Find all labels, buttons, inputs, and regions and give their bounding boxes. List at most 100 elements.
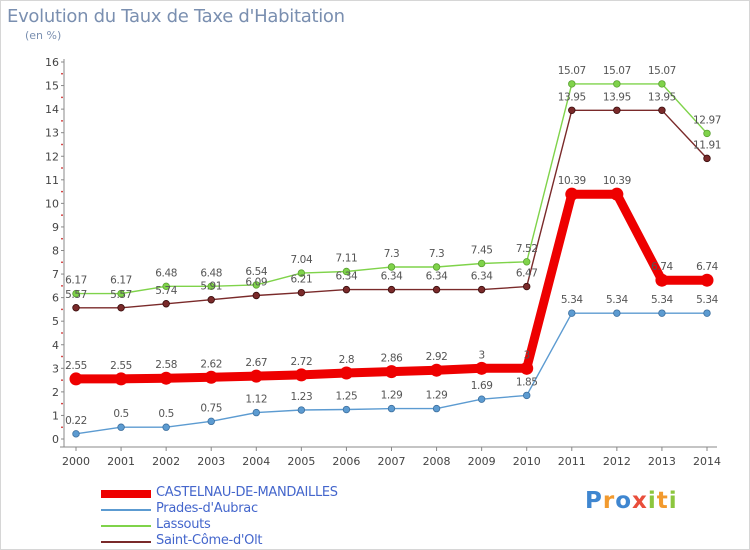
data-label: 6.34 <box>426 271 448 283</box>
y-tick-label: 15 <box>45 80 59 93</box>
data-label: 13.95 <box>648 91 676 103</box>
y-tick-label: 8 <box>52 245 59 258</box>
x-tick-label: 2009 <box>468 455 496 468</box>
data-label: 15.07 <box>558 65 586 77</box>
data-label: 5.34 <box>651 294 673 306</box>
data-point <box>523 391 531 400</box>
data-label: 11.91 <box>693 139 721 151</box>
y-minor-tick <box>61 379 63 381</box>
data-label: 6.48 <box>155 267 177 279</box>
data-point <box>432 285 441 294</box>
data-point <box>568 80 576 88</box>
data-point <box>72 304 80 312</box>
data-label: 0.5 <box>158 408 174 420</box>
data-point <box>432 404 441 413</box>
y-tick-label: 10 <box>45 197 59 210</box>
data-label: 2.67 <box>245 357 267 369</box>
data-point <box>613 309 621 317</box>
legend-label: Saint-Côme-d'Olt <box>156 533 263 548</box>
data-label: 3 <box>479 349 485 361</box>
data-point <box>117 289 125 298</box>
data-label: 6.48 <box>200 267 222 279</box>
data-point <box>252 291 260 300</box>
data-label: 10.39 <box>558 175 586 187</box>
data-point <box>72 430 80 438</box>
x-tick-label: 2003 <box>197 455 225 468</box>
data-point <box>117 423 125 431</box>
data-point <box>387 263 396 271</box>
y-minor-tick <box>61 308 63 311</box>
data-label: 6.34 <box>381 271 403 283</box>
data-label: 15.07 <box>603 65 631 77</box>
legend-label: Lassouts <box>156 517 211 532</box>
legend-swatch <box>101 541 151 543</box>
y-tick-label: 12 <box>45 150 59 163</box>
y-tick-label: 5 <box>52 315 59 328</box>
x-tick-label: 2004 <box>242 455 270 468</box>
data-point <box>342 405 351 414</box>
data-point <box>568 106 576 115</box>
data-label: 0.75 <box>200 402 222 414</box>
y-tick-label: 2 <box>52 386 59 399</box>
data-point <box>568 309 576 317</box>
data-label: 2.86 <box>381 353 403 365</box>
data-point <box>162 282 170 291</box>
data-point <box>477 259 486 268</box>
data-label: 7.45 <box>471 244 493 256</box>
data-point <box>162 300 170 308</box>
data-point <box>387 404 396 413</box>
x-tick-label: 2001 <box>107 455 135 468</box>
data-point <box>703 154 711 163</box>
data-point <box>658 309 666 317</box>
data-point <box>72 289 80 298</box>
y-minor-tick <box>61 167 63 169</box>
data-point <box>114 372 128 386</box>
data-point <box>523 282 531 291</box>
x-tick-label: 2014 <box>693 455 721 468</box>
legend-label: Prades-d'Aubrac <box>156 501 258 516</box>
x-tick-label: 2011 <box>558 455 586 468</box>
data-point <box>69 372 83 386</box>
data-point <box>613 80 621 88</box>
data-label: 15.07 <box>648 65 676 77</box>
data-point <box>342 267 351 276</box>
data-label: 13.95 <box>603 91 631 103</box>
y-minor-tick <box>61 72 63 75</box>
y-tick-label: 6 <box>52 292 59 305</box>
data-point <box>249 369 263 383</box>
y-minor-tick <box>61 237 63 240</box>
data-label: 1.85 <box>516 376 538 388</box>
data-label: 6.74 <box>651 261 673 273</box>
x-tick-label: 2002 <box>152 455 180 468</box>
data-label: 6.17 <box>65 275 87 287</box>
data-point <box>252 281 260 289</box>
y-tick-label: 7 <box>52 268 59 281</box>
data-label: 2.72 <box>290 356 312 368</box>
proxiti-logo: Proxiti <box>585 488 678 514</box>
data-label: 1.25 <box>336 391 358 403</box>
data-label: 5.34 <box>696 294 718 306</box>
data-point <box>432 263 441 271</box>
data-point <box>117 304 125 312</box>
legend-label: CASTELNAU-DE-MANDAILLES <box>156 485 338 500</box>
x-tick-label: 2013 <box>648 455 676 468</box>
logo-letter: i <box>668 488 678 514</box>
y-tick-label: 16 <box>45 56 59 69</box>
data-point <box>700 273 714 287</box>
data-point <box>297 288 306 297</box>
data-label: 6.34 <box>471 271 493 283</box>
data-point <box>523 258 531 266</box>
data-label: 10.39 <box>603 175 631 187</box>
data-point <box>475 361 489 375</box>
data-point <box>430 363 444 377</box>
data-label: 1.12 <box>245 394 267 406</box>
y-tick-label: 14 <box>45 103 59 116</box>
data-point <box>565 187 579 201</box>
data-label: 7.3 <box>384 248 400 260</box>
y-minor-tick <box>61 143 63 146</box>
data-label: 2.55 <box>110 360 132 372</box>
data-point <box>703 129 711 138</box>
x-tick-label: 2000 <box>62 455 90 468</box>
data-point <box>297 406 306 414</box>
